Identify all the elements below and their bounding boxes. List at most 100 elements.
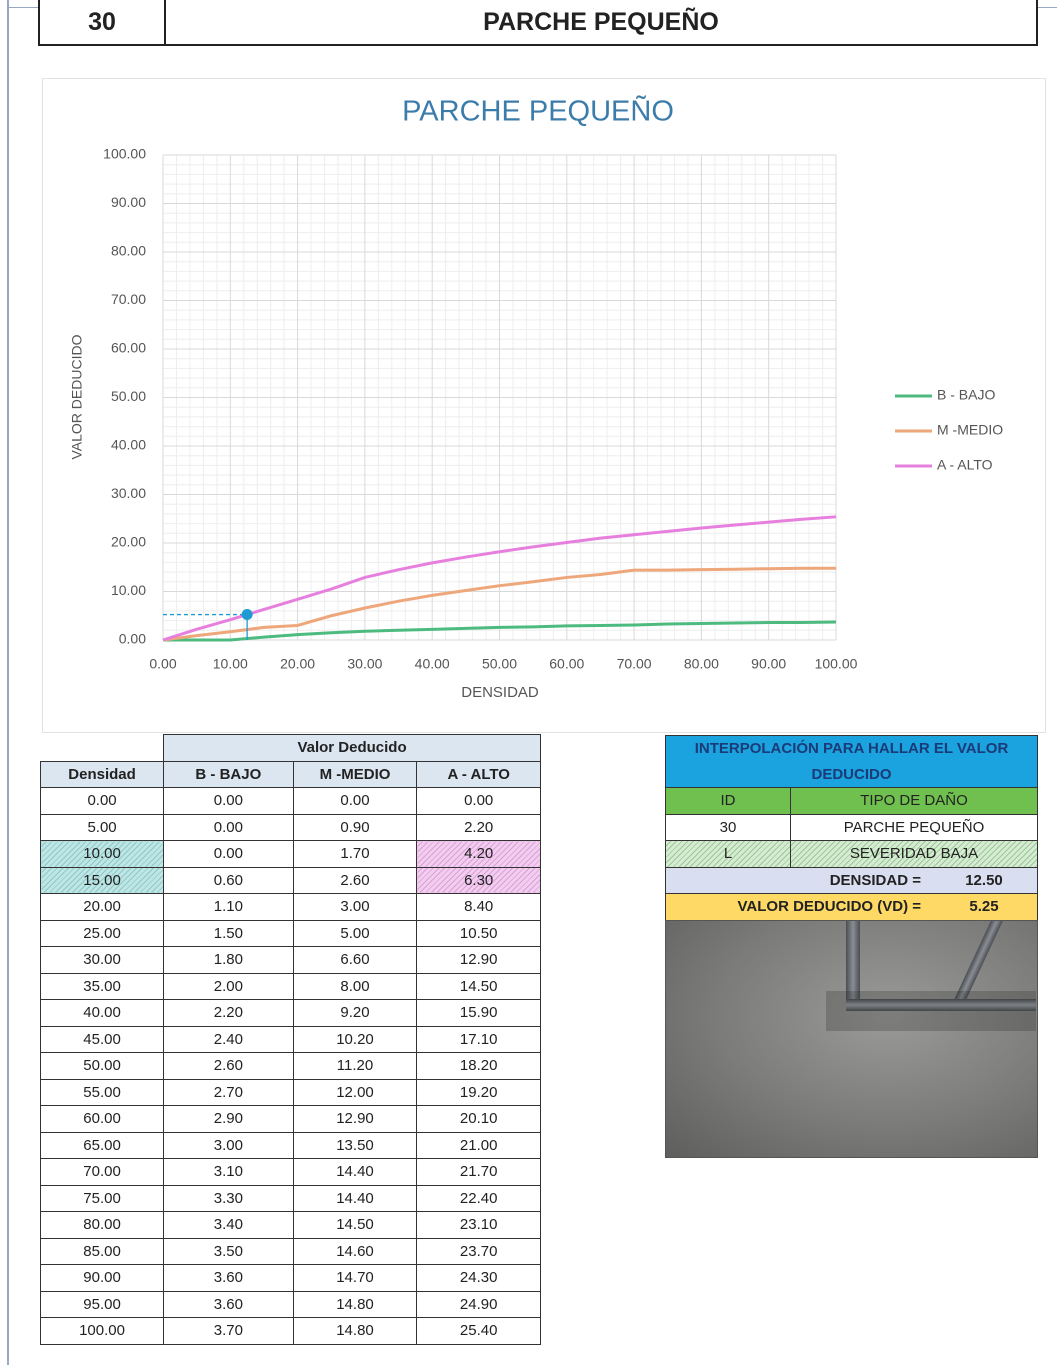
legend-label: A - ALTO [937, 457, 993, 473]
table-cell: 2.20 [163, 999, 294, 1027]
photo [665, 920, 1038, 1158]
x-tick-label: 70.00 [617, 656, 652, 672]
table-cell: 17.10 [416, 1025, 541, 1053]
table-cell: 2.40 [163, 1025, 294, 1053]
y-tick-label: 0.00 [119, 631, 146, 647]
y-tick-label: 40.00 [111, 437, 146, 453]
table-cell: 0.00 [39, 787, 165, 815]
table-row: 75.00 3.30 14.40 22.40 [39, 1184, 541, 1212]
table-cell: 23.70 [416, 1237, 541, 1265]
chart-title: PARCHE PEQUEÑO [402, 94, 674, 128]
table-row: 40.00 2.20 9.20 15.90 [39, 999, 541, 1027]
y-tick-label: 50.00 [111, 388, 146, 404]
header-title: PARCHE PEQUEÑO [483, 7, 719, 36]
table-cell: 22.40 [416, 1184, 541, 1212]
table-cell: 1.10 [163, 893, 294, 921]
table-cell: 11.20 [292, 1052, 418, 1080]
x-tick-label: 100.00 [815, 656, 858, 672]
vd-row: VALOR DEDUCIDO (VD) = 5.25 [665, 894, 1038, 921]
table-cell: 14.80 [292, 1290, 418, 1318]
table-cell: 10.00 [39, 840, 165, 868]
table-cell: 9.20 [292, 999, 418, 1027]
table-cell: 1.70 [292, 840, 418, 868]
table-cell: 80.00 [39, 1211, 165, 1239]
table-cell: 3.30 [163, 1184, 294, 1212]
interpolation-title: INTERPOLACIÓN PARA HALLAR EL VALOR DEDUC… [665, 735, 1038, 788]
table-row: 90.00 3.60 14.70 24.30 [39, 1264, 541, 1292]
table-cell: 3.00 [292, 893, 418, 921]
table-cell: 6.30 [416, 866, 541, 894]
table-cell: 20.00 [39, 893, 165, 921]
y-tick-label: 100.00 [103, 146, 146, 162]
interpolation-header-row: ID TIPO DE DAÑO [665, 788, 1038, 815]
x-tick-label: 90.00 [751, 656, 786, 672]
table-cell: 40.00 [39, 999, 165, 1027]
table-row: 55.00 2.70 12.00 19.20 [39, 1078, 541, 1106]
table-cell: 90.00 [39, 1264, 165, 1292]
interpolation-row: 30 PARCHE PEQUEÑO [665, 814, 1038, 841]
table-cell: 14.80 [292, 1317, 418, 1345]
table-cell: 18.20 [416, 1052, 541, 1080]
y-tick-label: 10.00 [111, 582, 146, 598]
table-cell: 21.70 [416, 1158, 541, 1186]
chart-frame [42, 78, 1046, 733]
table-cell: 8.00 [292, 972, 418, 1000]
header: 30 PARCHE PEQUEÑO [38, 0, 1038, 46]
x-tick-label: 20.00 [280, 656, 315, 672]
y-tick-label: 80.00 [111, 243, 146, 259]
table-cell: 14.70 [292, 1264, 418, 1292]
table-cell: 3.60 [163, 1290, 294, 1318]
table-cell: 21.00 [416, 1131, 541, 1159]
x-tick-label: 40.00 [415, 656, 450, 672]
interpolation-box: INTERPOLACIÓN PARA HALLAR EL VALOR DEDUC… [665, 735, 1038, 921]
table-row: 5.00 0.00 0.90 2.20 [39, 813, 541, 841]
table-cell: 15.00 [39, 866, 165, 894]
photo-frame [846, 921, 860, 1006]
table-row: 0.00 0.00 0.00 0.00 [39, 787, 541, 815]
table-row: 25.00 1.50 5.00 10.50 [39, 919, 541, 947]
table-cell: 2.70 [163, 1078, 294, 1106]
table-cell: 50.00 [39, 1052, 165, 1080]
data-table: Valor Deducido Densidad B - BAJO M -MEDIO A … [39, 734, 541, 1345]
table-row: 80.00 3.40 14.50 23.10 [39, 1211, 541, 1239]
y-tick-label: 70.00 [111, 291, 146, 307]
table-cell: 20.10 [416, 1105, 541, 1133]
table-cell: 0.00 [292, 787, 418, 815]
table-row: 70.00 3.10 14.40 21.70 [39, 1158, 541, 1186]
table-row: 20.00 1.10 3.00 8.40 [39, 893, 541, 921]
x-tick-label: 30.00 [347, 656, 382, 672]
table-cell: 0.90 [292, 813, 418, 841]
table-cell: 0.60 [163, 866, 294, 894]
table-cell: 45.00 [39, 1025, 165, 1053]
table-row: 85.00 3.50 14.60 23.70 [39, 1237, 541, 1265]
highlight-point [241, 609, 253, 621]
table-cell: 0.00 [416, 787, 541, 815]
table-row: 15.00 0.60 2.60 6.30 [39, 866, 541, 894]
x-tick-label: 50.00 [482, 656, 517, 672]
table-cell: 0.00 [163, 813, 294, 841]
table-row: 60.00 2.90 12.90 20.10 [39, 1105, 541, 1133]
table-cell: 12.90 [292, 1105, 418, 1133]
table-cell: 10.50 [416, 919, 541, 947]
table-cell: 2.90 [163, 1105, 294, 1133]
column-header: B - BAJO [163, 760, 294, 788]
table-cell: 3.40 [163, 1211, 294, 1239]
table-cell: 3.00 [163, 1131, 294, 1159]
photo-patch [826, 991, 1036, 1031]
x-tick-label: 10.00 [213, 656, 248, 672]
density-value: 12.50 [965, 871, 1003, 889]
y-tick-label: 90.00 [111, 194, 146, 210]
table-cell: 19.20 [416, 1078, 541, 1106]
table-cell: 23.10 [416, 1211, 541, 1239]
density-label: DENSIDAD = [829, 871, 921, 889]
table-cell: 14.40 [292, 1184, 418, 1212]
table-cell: 14.50 [416, 972, 541, 1000]
table-cell: 24.90 [416, 1290, 541, 1318]
vd-value: 5.25 [969, 898, 999, 916]
table-blank [41, 735, 164, 762]
table-row: 35.00 2.00 8.00 14.50 [39, 972, 541, 1000]
header-id: 30 [40, 0, 166, 44]
x-axis-label: DENSIDAD [461, 684, 539, 701]
series-line [163, 620, 837, 642]
table-cell: 75.00 [39, 1184, 165, 1212]
